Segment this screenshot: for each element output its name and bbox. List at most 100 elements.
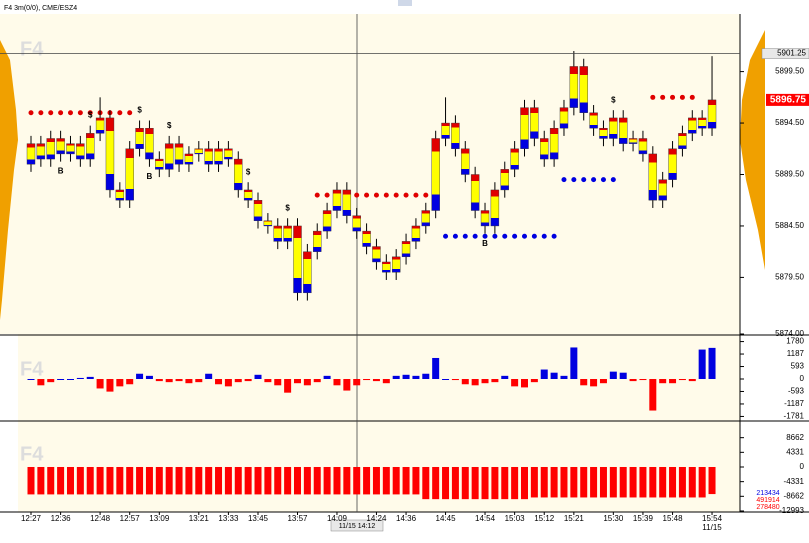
level-dot [522, 233, 527, 239]
bar [284, 379, 292, 393]
candle-body [135, 127, 144, 149]
candle-body [549, 127, 559, 160]
cursor-price-label: 5901.25 [777, 49, 806, 58]
bar [609, 371, 617, 379]
bar [264, 379, 272, 383]
candle-body [332, 189, 342, 211]
bar [392, 375, 400, 379]
total-label: 278480 [756, 504, 779, 511]
bar [619, 466, 627, 498]
level-dot [492, 233, 498, 239]
bar [293, 466, 301, 495]
annotation: $ [246, 167, 251, 176]
bar [224, 466, 232, 495]
bar [590, 466, 598, 498]
level-dot [512, 233, 518, 239]
bar [511, 466, 519, 500]
level-dot [354, 192, 360, 198]
bar [451, 379, 459, 381]
bar [382, 466, 390, 495]
cursor-price-box [761, 48, 809, 59]
candle-body [155, 158, 164, 170]
bar [205, 373, 213, 379]
bar [599, 379, 607, 384]
candle-body [214, 148, 223, 165]
bar [323, 466, 331, 495]
level-dot [670, 94, 676, 100]
bar [521, 466, 528, 500]
annotation: B [482, 239, 488, 248]
candle-body [628, 138, 638, 144]
bar [126, 466, 134, 495]
candle-body [648, 153, 658, 201]
bar [511, 379, 519, 387]
candle-body [619, 117, 628, 144]
candle-body [451, 122, 460, 149]
bar [402, 466, 410, 495]
candle-body [510, 148, 519, 170]
bar [540, 369, 548, 379]
bar [353, 466, 361, 495]
bar [254, 374, 262, 379]
watermark: F4 [20, 443, 44, 465]
bar [136, 373, 144, 379]
bar [590, 379, 598, 387]
bar [629, 379, 637, 382]
x-tick-label: 13:33 [218, 514, 239, 523]
candle-body [342, 189, 352, 216]
candle-body [382, 261, 391, 273]
cursor-time-box [330, 519, 384, 532]
annotation: $ [137, 106, 142, 115]
level-dot [482, 233, 488, 239]
level-dot [127, 110, 133, 116]
bar [145, 375, 153, 379]
annotation: B [58, 167, 64, 176]
candle-body [115, 189, 125, 201]
bar [303, 466, 311, 495]
bar [599, 466, 607, 498]
bar [491, 379, 499, 383]
bar [412, 375, 420, 379]
x-tick-label: 14:54 [475, 514, 496, 523]
level-dot [413, 192, 419, 198]
x-tick-label: 12:27 [21, 514, 42, 523]
bar [66, 466, 74, 495]
bar [76, 377, 84, 379]
candle-body [372, 246, 381, 263]
x-tick-label: 15:39 [633, 514, 654, 523]
level-dot [610, 177, 616, 183]
bar [530, 379, 538, 383]
level-dot [117, 110, 123, 116]
bar [461, 379, 469, 385]
candle-body [461, 148, 470, 175]
level-dot [324, 192, 330, 198]
level-dot [679, 94, 685, 100]
bar [422, 466, 430, 500]
candle-body [174, 143, 184, 165]
bar [313, 466, 321, 495]
bar [639, 466, 647, 498]
bar [185, 379, 193, 384]
candle-body [322, 210, 332, 232]
y-tick-label: -1781 [784, 412, 805, 421]
candle-body [401, 241, 411, 258]
bar [175, 379, 183, 382]
bar [96, 379, 104, 389]
scroll-handle[interactable] [398, 0, 412, 6]
level-dot [600, 177, 606, 183]
candle-body [86, 133, 95, 160]
candle-body [66, 143, 75, 155]
candle-body [490, 189, 500, 227]
bar [343, 466, 351, 495]
candle-body [668, 148, 677, 180]
candle-body [313, 230, 322, 252]
bar [382, 379, 390, 384]
level-dot [393, 192, 399, 198]
x-tick-label: 15:30 [603, 514, 624, 523]
x-tick-label: 12:36 [51, 514, 72, 523]
bar [481, 466, 489, 500]
level-dot [443, 233, 449, 239]
candle-body [56, 138, 65, 155]
bar [422, 373, 430, 379]
